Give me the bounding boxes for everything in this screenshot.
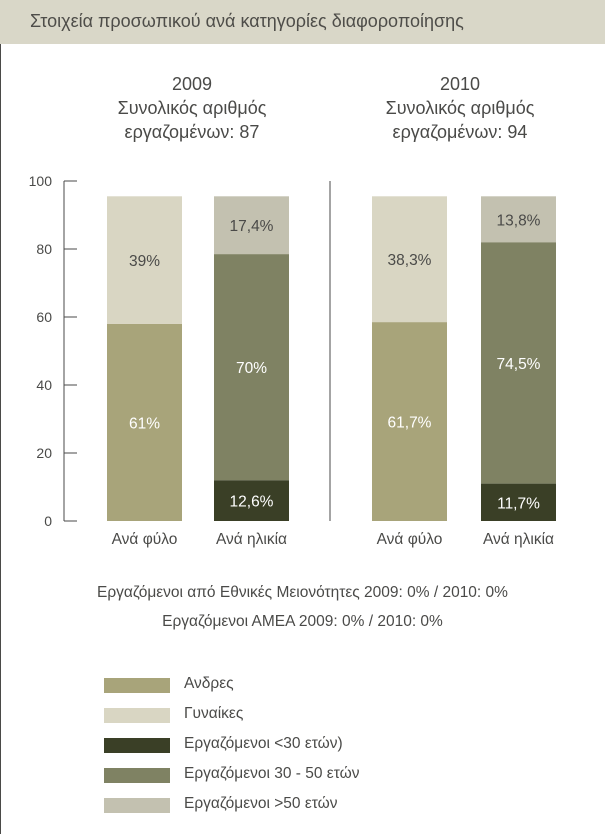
x-category-label: Ανά φύλο	[112, 531, 178, 548]
data-label: 61%	[129, 415, 160, 432]
panel-subtitle: Συνολικός αριθμός	[385, 98, 535, 118]
x-category-label: Ανά ηλικία	[216, 531, 287, 548]
x-category-label: Ανά φύλο	[377, 531, 443, 548]
chart-header: Στοιχεία προσωπικού ανά κατηγορίες διαφο…	[0, 0, 605, 44]
legend-swatch	[104, 708, 170, 723]
legend-label: Εργαζόμενοι 30 - 50 ετών	[184, 765, 360, 782]
stacked-bar-chart: 0 20 40 60 80 100 61% 39% Ανά φύλο 12,6% 70% 17,4% Α…	[29, 173, 556, 548]
legend-swatch	[104, 738, 170, 753]
left-border	[0, 44, 1, 834]
bar-segment	[372, 322, 447, 521]
panel-year: 2010	[439, 74, 481, 94]
data-label: 13,8%	[497, 212, 541, 229]
data-label: 11,7%	[497, 495, 540, 512]
data-label: 38,3%	[388, 252, 432, 269]
panel-subtitle: Συνολικός αριθμός	[117, 98, 267, 118]
panel-employee-count: εργαζομένων: 94	[392, 122, 528, 142]
y-tick-label: 80	[36, 241, 52, 257]
bar-segment	[372, 196, 447, 323]
bar-segment	[107, 323, 182, 521]
legend-swatch	[104, 798, 170, 813]
panel-year: 2009	[171, 74, 213, 94]
y-tick-label: 60	[36, 309, 52, 325]
bar-segment	[214, 480, 289, 521]
data-label: 61,7%	[388, 415, 432, 432]
bar-segment	[107, 196, 182, 324]
legend-swatch	[104, 678, 170, 693]
y-tick-label: 0	[44, 513, 52, 529]
x-category-label: Ανά ηλικία	[483, 531, 554, 548]
y-tick-label: 100	[29, 173, 53, 189]
legend-label: Γυναίκες	[184, 705, 244, 722]
bar-segment	[481, 483, 556, 521]
y-tick-label: 40	[36, 377, 52, 393]
panel-title-2009: 2009 Συνολικός αριθμός εργαζομένων: 87	[72, 72, 312, 144]
disabled-note: Εργαζόμενοι ΑΜΕΑ 2009: 0% / 2010: 0%	[162, 613, 443, 630]
legend-label: Εργαζόμενοι >50 ετών	[184, 795, 338, 812]
bar-segment	[214, 254, 289, 481]
legend-label: Ανδρες	[184, 675, 234, 692]
data-label: 39%	[129, 253, 160, 270]
data-label: 12,6%	[230, 494, 274, 511]
legend-label: Εργαζόμενοι <30 ετών)	[184, 735, 343, 752]
minorities-note: Εργαζόμενοι από Εθνικές Μειονότητες 2009…	[97, 584, 508, 601]
bar-segment	[481, 242, 556, 484]
data-label: 17,4%	[230, 218, 274, 235]
page-title: Στοιχεία προσωπικού ανά κατηγορίες διαφο…	[30, 11, 464, 31]
data-label: 74,5%	[497, 356, 541, 373]
bar-segment	[481, 196, 556, 243]
panel-employee-count: εργαζομένων: 87	[124, 122, 260, 142]
data-label: 70%	[236, 360, 267, 377]
panel-title-2010: 2010 Συνολικός αριθμός εργαζομένων: 94	[340, 72, 580, 144]
legend-swatch	[104, 768, 170, 783]
y-tick-label: 20	[36, 445, 52, 461]
bar-segment	[214, 196, 289, 255]
